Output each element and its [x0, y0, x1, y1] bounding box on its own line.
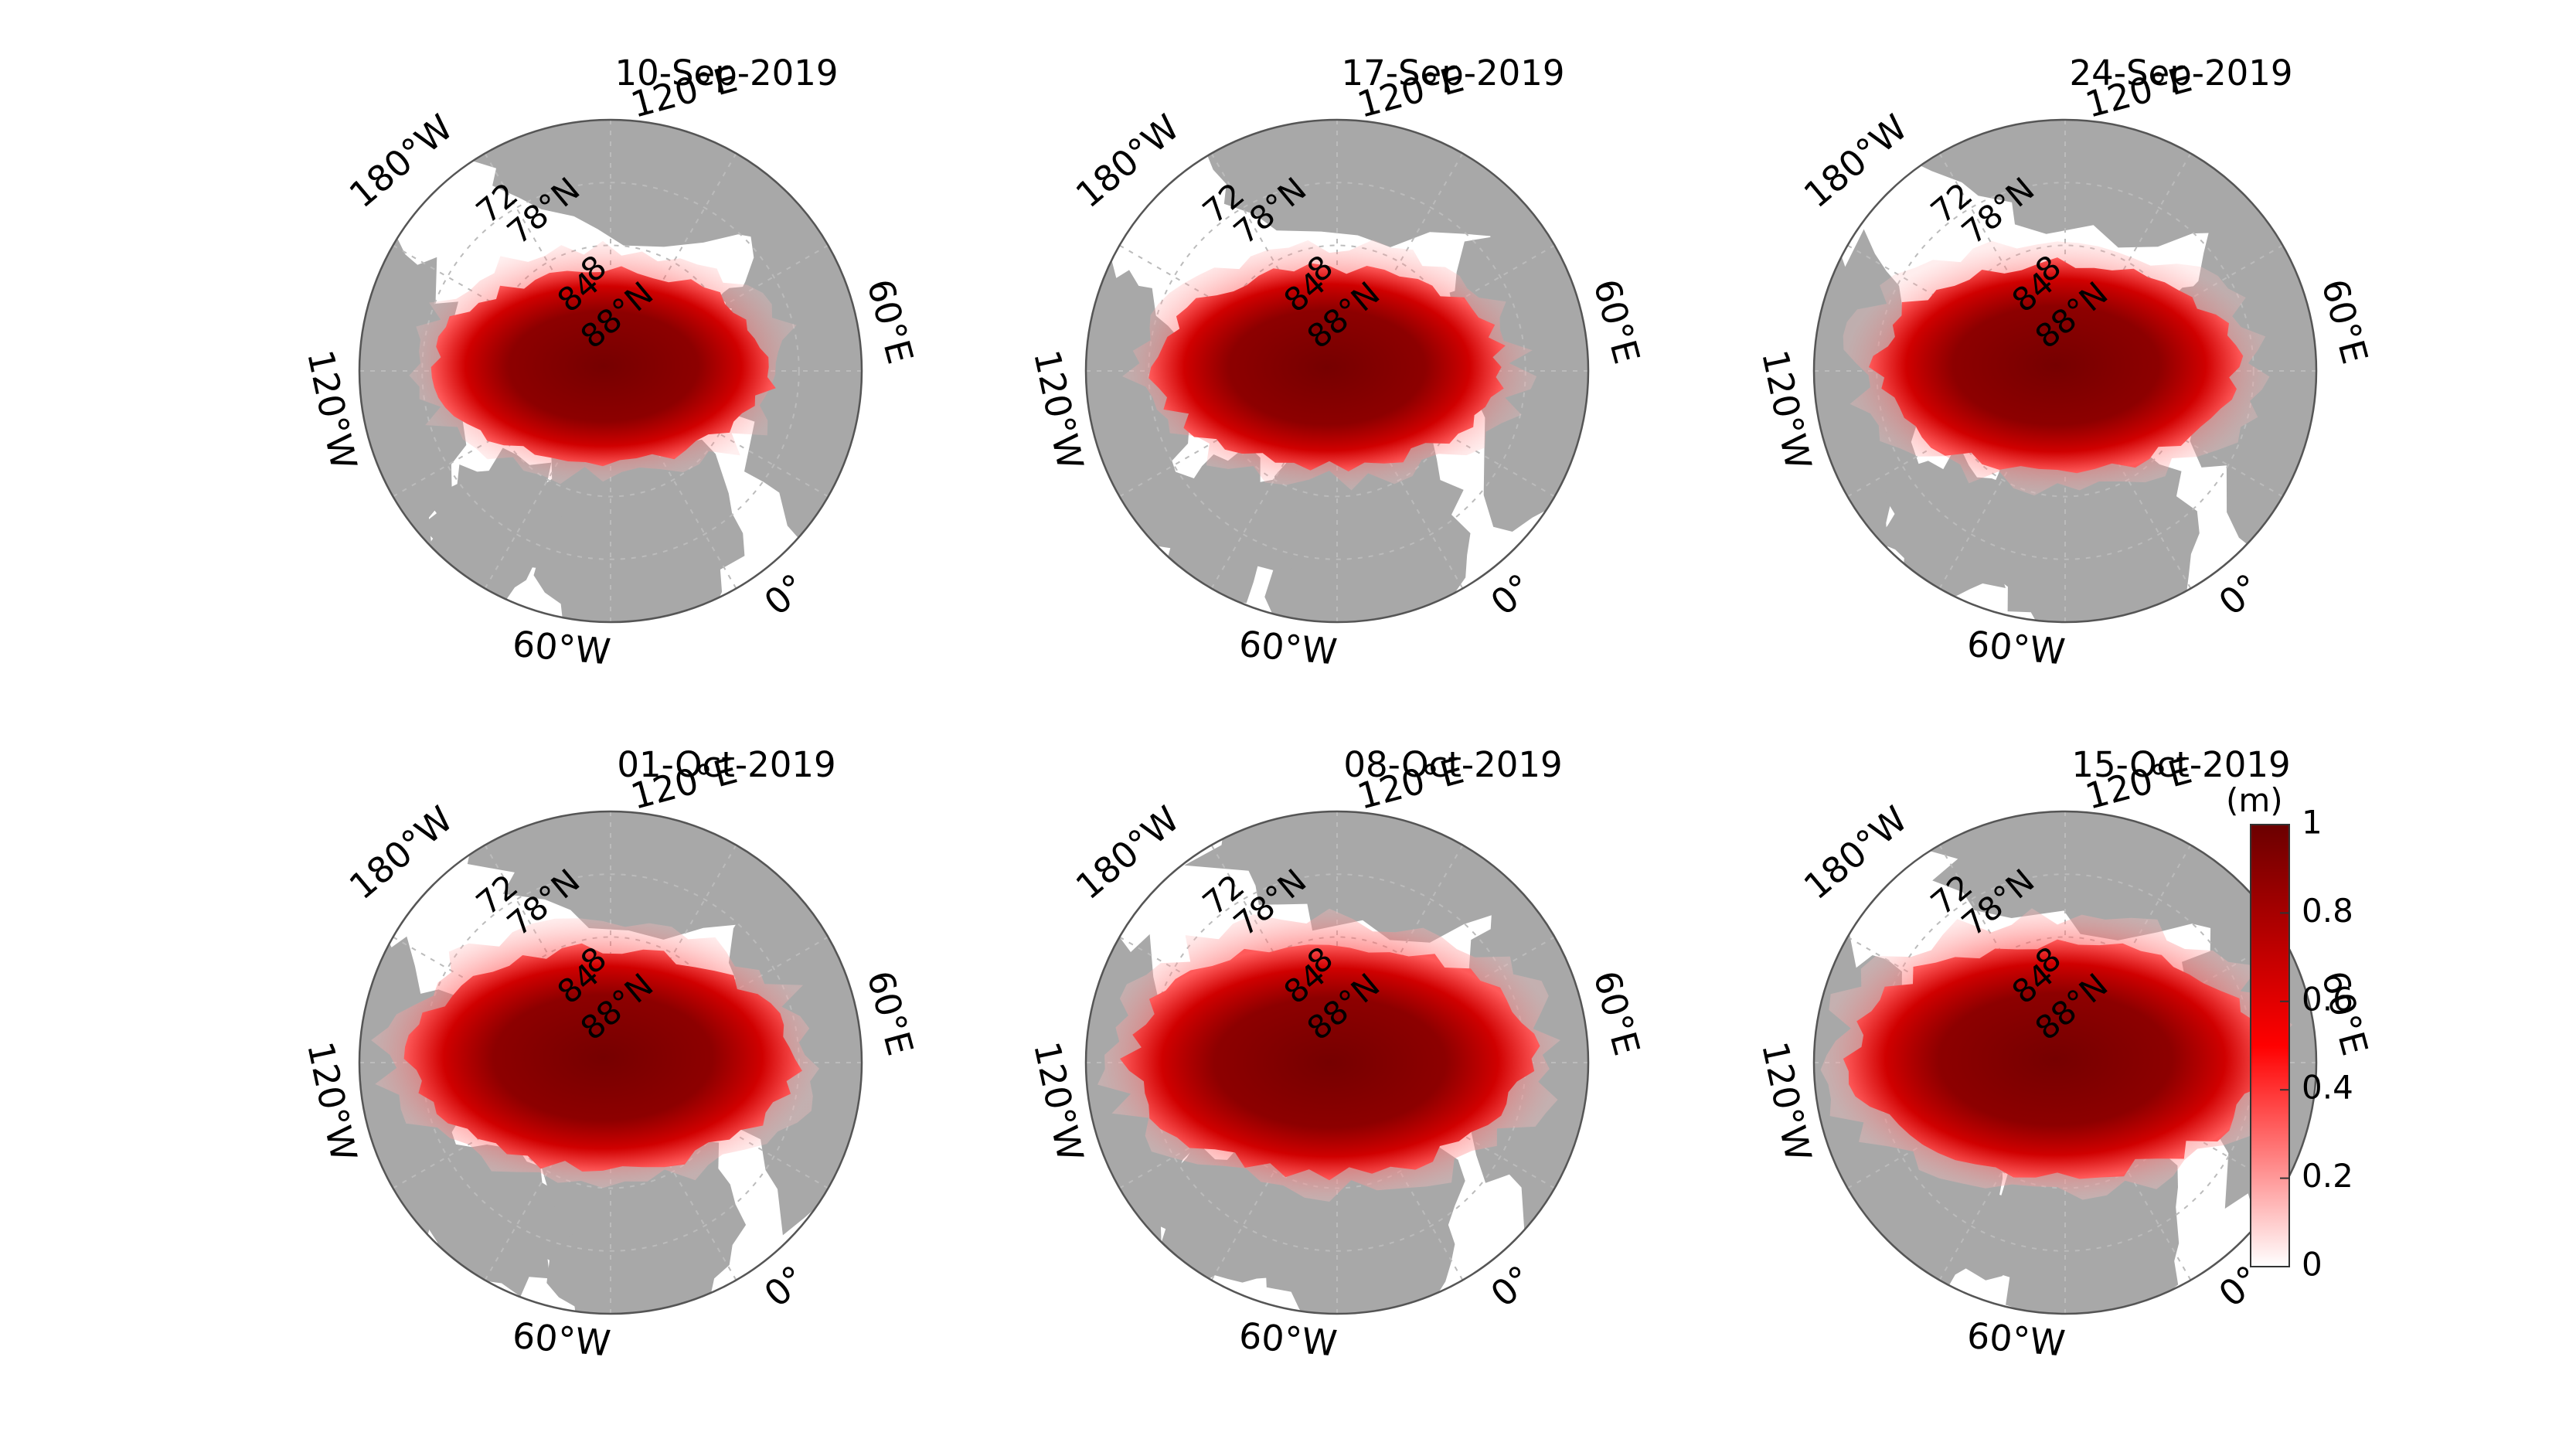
map-title: 01-Oct-2019 — [617, 744, 835, 785]
map-title: 10-Sep-2019 — [614, 53, 838, 94]
longitude-label-w120: 120°W — [299, 1038, 365, 1165]
map-content — [359, 811, 862, 1314]
map-content — [1814, 120, 2316, 622]
land-greenland — [533, 416, 745, 622]
longitude-label-w120: 120°W — [1754, 1038, 1819, 1165]
sea-ice-pack — [1869, 257, 2244, 474]
map-frame — [358, 118, 863, 624]
colorbar: (m) 1 0.8 0.6 0.4 0.2 0 — [2226, 781, 2353, 1284]
longitude-label-w60: 60°W — [511, 1315, 612, 1365]
map-content — [359, 120, 862, 622]
longitude-label-e60: 60°E — [2313, 274, 2376, 368]
land-eurasia-east — [1453, 128, 1588, 539]
longitude-label-w60: 60°W — [1237, 1315, 1339, 1365]
longitude-label-zero: 0° — [756, 566, 814, 624]
map-title: 08-Oct-2019 — [1343, 744, 1562, 785]
longitude-label-e60: 60°E — [859, 274, 921, 368]
map-content — [1086, 811, 1588, 1314]
sea-ice-pack — [1843, 939, 2268, 1179]
colorbar-ticks: 1 0.8 0.6 0.4 0.2 0 — [2280, 804, 2353, 1284]
longitude-label-zero: 0° — [1482, 566, 1540, 624]
longitude-label-zero: 0° — [2210, 566, 2268, 624]
sea-ice-pack — [1120, 944, 1540, 1181]
land-canadian-archipelago — [1138, 445, 1298, 604]
map-frame — [1812, 810, 2318, 1315]
colorbar-tick-label: 0.2 — [2302, 1157, 2353, 1195]
longitude-label-zero: 0° — [756, 1257, 814, 1315]
map-title: 17-Sep-2019 — [1341, 53, 1564, 94]
colorbar-tick-label: 0.6 — [2302, 980, 2353, 1018]
map-frame — [1084, 118, 1590, 624]
map-title: 24-Sep-2019 — [2069, 53, 2292, 94]
longitude-label-w60: 60°W — [1965, 623, 2067, 673]
colorbar-tick-label: 0.8 — [2302, 892, 2353, 930]
longitude-label-w60: 60°W — [1965, 1315, 2067, 1365]
latitude-circle — [421, 182, 800, 560]
land-eurasia-east — [720, 120, 862, 569]
longitude-label-w120: 120°W — [1026, 1038, 1091, 1165]
map-frame — [1084, 810, 1590, 1315]
land-eurasia-east — [1448, 821, 1588, 1251]
latitude-circle — [1148, 182, 1526, 560]
longitude-label-e60: 60°E — [859, 966, 921, 1060]
longitude-label-w60: 60°W — [511, 623, 612, 673]
map-content — [1086, 120, 1588, 622]
sea-ice-pack — [430, 266, 776, 467]
colorbar-ramp — [2250, 824, 2290, 1267]
longitude-label-w120: 120°W — [299, 346, 365, 473]
longitude-label-zero: 0° — [1482, 1257, 1540, 1315]
land-canadian-archipelago — [424, 1144, 573, 1297]
land-canadian-archipelago — [1875, 442, 2033, 597]
colorbar-tick-label: 0.4 — [2302, 1069, 2353, 1107]
longitude-label-w120: 120°W — [1026, 346, 1091, 473]
colorbar-tick-label: 0 — [2302, 1246, 2322, 1284]
map-frame — [1812, 118, 2318, 624]
map-title: 15-Oct-2019 — [2071, 744, 2290, 785]
land-eurasia-east — [728, 833, 862, 1236]
longitude-label-w60: 60°W — [1237, 623, 1339, 673]
sea-ice-pack — [1148, 263, 1506, 471]
sea-ice-pack — [403, 943, 802, 1172]
colorbar-unit-label: (m) — [2226, 781, 2283, 819]
colorbar-tick-label: 1 — [2302, 804, 2322, 842]
map-frame — [358, 810, 863, 1315]
longitude-label-e60: 60°E — [1585, 274, 1648, 368]
longitude-label-w120: 120°W — [1754, 346, 1819, 473]
longitude-label-e60: 60°E — [1585, 966, 1648, 1060]
